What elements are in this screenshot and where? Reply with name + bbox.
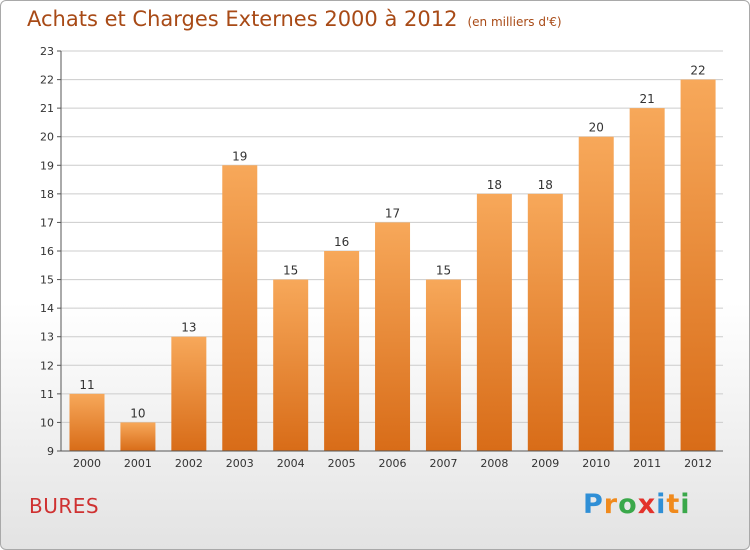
bar bbox=[425, 279, 461, 451]
x-tick-label: 2000 bbox=[73, 457, 101, 470]
y-tick-label: 18 bbox=[40, 188, 54, 201]
logo-letter: P bbox=[583, 489, 604, 520]
x-tick-label: 2002 bbox=[175, 457, 203, 470]
data-label: 15 bbox=[283, 264, 298, 278]
bar bbox=[324, 251, 360, 451]
x-tick-label: 2009 bbox=[531, 457, 559, 470]
data-label: 21 bbox=[640, 92, 655, 106]
bar bbox=[578, 136, 614, 451]
data-label: 10 bbox=[130, 406, 145, 420]
bar bbox=[476, 193, 512, 451]
y-tick-label: 11 bbox=[40, 388, 54, 401]
data-label: 18 bbox=[487, 178, 502, 192]
y-tick-label: 15 bbox=[40, 274, 54, 287]
y-tick-label: 22 bbox=[40, 74, 54, 87]
bar bbox=[629, 108, 665, 452]
bar bbox=[680, 79, 716, 452]
x-tick-label: 2001 bbox=[124, 457, 152, 470]
chart-title: Achats et Charges Externes 2000 à 2012 (e… bbox=[27, 7, 562, 31]
data-label: 13 bbox=[181, 321, 196, 335]
data-label: 19 bbox=[232, 149, 247, 163]
x-tick-label: 2007 bbox=[429, 457, 457, 470]
logo-letter: i bbox=[680, 489, 691, 520]
data-label: 17 bbox=[385, 206, 400, 220]
data-label: 11 bbox=[79, 378, 94, 392]
logo-letter: i bbox=[656, 489, 667, 520]
x-tick-label: 2004 bbox=[277, 457, 305, 470]
y-tick-label: 20 bbox=[40, 131, 54, 144]
y-tick-label: 9 bbox=[47, 445, 54, 458]
bar bbox=[171, 336, 207, 451]
axes bbox=[57, 50, 723, 452]
y-tick-label: 21 bbox=[40, 102, 54, 115]
data-label: 18 bbox=[538, 178, 553, 192]
data-label: 20 bbox=[589, 121, 604, 135]
x-tick-label: 2012 bbox=[684, 457, 712, 470]
y-tick-label: 10 bbox=[40, 416, 54, 429]
logo-letter: x bbox=[637, 489, 657, 520]
data-label: 22 bbox=[690, 64, 705, 78]
logo-letter: t bbox=[666, 489, 681, 520]
y-tick-label: 13 bbox=[40, 331, 54, 344]
y-tick-label: 17 bbox=[40, 216, 54, 229]
x-tick-label: 2011 bbox=[633, 457, 661, 470]
y-tick-label: 23 bbox=[40, 45, 54, 58]
x-tick-label: 2008 bbox=[480, 457, 508, 470]
data-label: 16 bbox=[334, 235, 349, 249]
chart-title-main: Achats et Charges Externes 2000 à 2012 bbox=[27, 7, 458, 31]
bars bbox=[69, 79, 716, 452]
logo-letter: o bbox=[618, 489, 638, 520]
bar bbox=[375, 222, 411, 451]
bar bbox=[69, 393, 105, 451]
commune-name: BURES bbox=[29, 494, 100, 518]
labels: 9 10 11 12 13 14 15 16 17 18 19 20 21 22 23 11 2000 10 200… bbox=[40, 45, 712, 470]
chart-subtitle: (en milliers d'€) bbox=[467, 15, 562, 29]
bar bbox=[120, 422, 156, 451]
y-tick-label: 19 bbox=[40, 159, 54, 172]
bar bbox=[222, 165, 258, 452]
x-tick-label: 2003 bbox=[226, 457, 254, 470]
x-tick-label: 2006 bbox=[379, 457, 407, 470]
bar bbox=[527, 193, 563, 451]
y-tick-label: 12 bbox=[40, 359, 54, 372]
bar bbox=[273, 279, 309, 451]
x-tick-label: 2010 bbox=[582, 457, 610, 470]
proxiti-logo: Proxiti bbox=[583, 489, 691, 520]
y-tick-label: 16 bbox=[40, 245, 54, 258]
y-tick-label: 14 bbox=[40, 302, 54, 315]
x-tick-label: 2005 bbox=[328, 457, 356, 470]
data-label: 15 bbox=[436, 264, 451, 278]
logo-letter: r bbox=[603, 489, 619, 520]
